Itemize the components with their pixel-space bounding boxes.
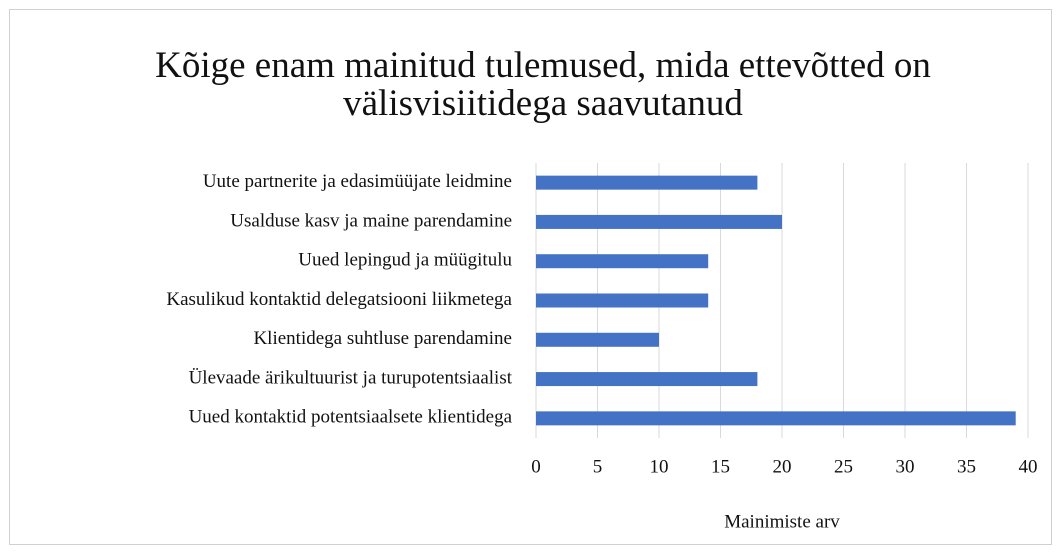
y-tick-label: Usalduse kasv ja maine parendamine [230,210,512,231]
x-tick-label: 25 [834,456,853,477]
x-tick-label: 40 [1019,456,1038,477]
bar [536,411,1016,426]
x-axis-label: Mainimiste arv [724,511,840,532]
bar [536,254,709,269]
bar [536,175,758,190]
x-tick-label: 35 [957,456,976,477]
y-tick-label: Klientidega suhtluse parendamine [253,328,512,349]
y-tick-label: Uute partnerite ja edasimüüjate leidmine [203,171,512,192]
bar [536,214,782,229]
x-tick-label: 15 [711,456,730,477]
chart-border [9,9,1052,545]
x-tick-label: 5 [593,456,603,477]
y-tick-label: Ülevaade ärikultuurist ja turupotentsiaa… [189,367,513,388]
bar [536,332,659,347]
x-tick-label: 10 [650,456,669,477]
y-tick-label: Uued kontaktid potentsiaalsete klientide… [189,407,513,428]
bar [536,372,758,387]
x-tick-label: 20 [773,456,792,477]
y-tick-label: Uued lepingud ja müügitulu [298,250,512,271]
x-tick-label: 30 [896,456,915,477]
x-tick-label: 0 [531,456,541,477]
chart-title: Kõige enam mainitud tulemused, mida ette… [155,45,931,124]
bar [536,293,709,308]
y-tick-label: Kasulikud kontaktid delegatsiooni liikme… [166,289,512,310]
